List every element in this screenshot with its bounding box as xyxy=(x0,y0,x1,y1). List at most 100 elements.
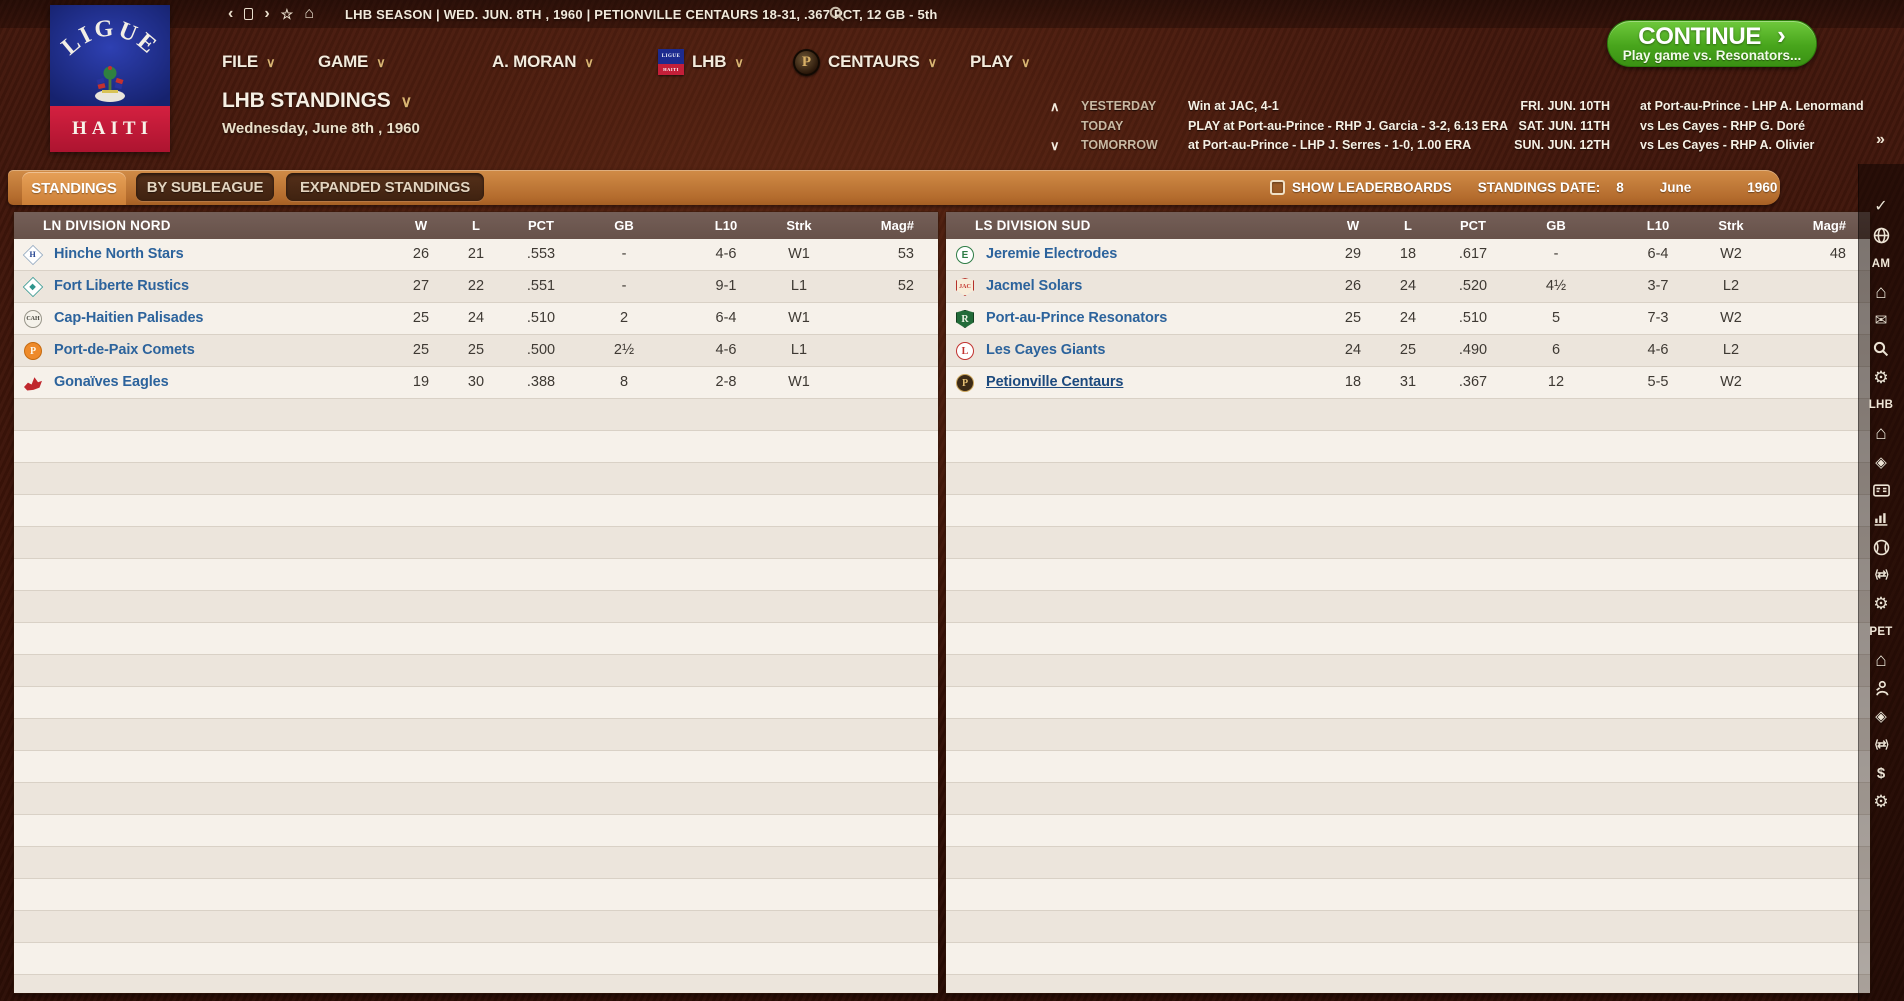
schedule-matchup-link[interactable]: vs Les Cayes - RHP A. Olivier xyxy=(1640,138,1815,152)
menu-item-centaurs[interactable]: P CENTAURS ∨ xyxy=(793,48,937,76)
team-row: CAH Cap-Haitien Palisades 25 24 .510 2 6-4 W1 xyxy=(14,303,938,335)
division-name: LN DIVISION NORD xyxy=(43,218,171,233)
column-header-w: W xyxy=(1346,218,1360,233)
window-icon[interactable] xyxy=(244,8,254,20)
menu-item-lhb[interactable]: LIGUE HAITI LHB ∨ xyxy=(658,48,744,76)
menu-item-play[interactable]: PLAY ∨ xyxy=(970,48,1031,76)
rail-baseball-icon[interactable] xyxy=(1858,535,1904,559)
stat-l: 24 xyxy=(1399,278,1417,294)
stat-gb: - xyxy=(621,278,627,294)
scroll-down-icon[interactable]: ∨ xyxy=(1050,138,1060,153)
team-link[interactable]: Port-de-Paix Comets xyxy=(54,342,195,358)
stat-pct: .367 xyxy=(1458,374,1488,390)
standings-panel-sud: LS DIVISION SUD W L PCT GB L10 Strk Mag# E Jeremi… xyxy=(946,212,1870,993)
team-row: L Les Cayes Giants 24 25 .490 6 4-6 L2 xyxy=(946,335,1870,367)
schedule-result-link[interactable]: at Port-au-Prince - LHP J. Serres - 1-0,… xyxy=(1188,138,1472,152)
stat-l: 25 xyxy=(1399,342,1417,358)
menu-item-label: A. MORAN xyxy=(492,52,577,71)
bookmark-star-icon[interactable]: ☆ xyxy=(280,6,294,22)
forward-icon[interactable]: › xyxy=(264,5,270,22)
month-select[interactable]: June xyxy=(1659,180,1692,195)
stat-l10: 2-8 xyxy=(715,374,737,390)
tab-expanded-standings[interactable]: EXPANDED STANDINGS xyxy=(286,173,484,201)
season-status-text: LHB SEASON | WED. JUN. 8TH , 1960 | PETI… xyxy=(345,7,938,22)
home-icon[interactable]: ⌂ xyxy=(304,5,314,22)
stat-strk: W2 xyxy=(1720,246,1742,262)
schedule-result-link[interactable]: Win at JAC, 4-1 xyxy=(1188,99,1279,113)
schedule-row: ∨ TOMORROW SUN. JUN. 12TH at Port-au-Prince… xyxy=(1048,136,1900,155)
rail-location-icon[interactable]: ◈ xyxy=(1875,707,1887,725)
rail-transactions-icon[interactable]: ⟨⇄⟩ xyxy=(1874,568,1889,581)
division-header: LN DIVISION NORD W L PCT GB L10 Strk Mag# xyxy=(14,212,938,239)
rail-search-icon[interactable] xyxy=(1858,337,1904,361)
stat-strk: L2 xyxy=(1722,278,1740,294)
schedule-result-link[interactable]: PLAY at Port-au-Prince - RHP J. Garcia -… xyxy=(1188,118,1509,133)
schedule-matchup-link[interactable]: at Port-au-Prince - LHP A. Lenormand xyxy=(1640,99,1864,113)
page-title-dropdown[interactable]: LHB STANDINGS ∨ xyxy=(222,89,412,113)
rail-section-label-pet: PET xyxy=(1869,626,1893,638)
stat-l10: 4-6 xyxy=(715,246,737,262)
rail-home-icon[interactable]: ⌂ xyxy=(1875,422,1887,444)
team-link[interactable]: Jeremie Electrodes xyxy=(986,246,1118,262)
team-link[interactable]: Hinche North Stars xyxy=(54,246,184,262)
team-link[interactable]: Fort Liberte Rustics xyxy=(54,278,189,294)
rail-dollar-icon[interactable]: $ xyxy=(1876,764,1886,782)
stat-pct: .388 xyxy=(526,374,556,390)
tab-by-subleague[interactable]: BY SUBLEAGUE xyxy=(136,173,274,201)
league-logo-top: LIGUE xyxy=(50,5,170,106)
schedule-row: ∧ YESTERDAY FRI. JUN. 10TH Win at JAC, 4-1 a… xyxy=(1048,97,1900,116)
stat-mag: 53 xyxy=(897,246,914,262)
menu-item-a-moran[interactable]: A. MORAN ∨ xyxy=(492,48,594,76)
stat-strk: L1 xyxy=(790,278,808,294)
continue-button[interactable]: CONTINUE › Play game vs. Resonators... xyxy=(1607,20,1817,67)
team-row: Gonaïves Eagles 19 30 .388 8 2-8 W1 xyxy=(14,367,938,399)
stat-l10: 9-1 xyxy=(715,278,737,294)
tab-standings[interactable]: STANDINGS xyxy=(22,172,126,205)
team-link[interactable]: Cap-Haitien Palisades xyxy=(54,310,204,326)
stat-strk: W1 xyxy=(788,310,810,326)
scroll-up-icon[interactable]: ∧ xyxy=(1050,99,1060,114)
schedule-matchup-link[interactable]: vs Les Cayes - RHP G. Doré xyxy=(1640,118,1806,133)
rail-gear-icon[interactable]: ⚙ xyxy=(1873,367,1889,387)
menu-item-label: GAME xyxy=(318,52,369,71)
top-bar: ‹ › ☆ ⌂ LHB SEASON | WED. JUN. 8TH , 196… xyxy=(0,0,1904,28)
rail-home-icon[interactable]: ⌂ xyxy=(1875,649,1887,671)
rail-globe-icon[interactable] xyxy=(1858,223,1904,247)
menu-item-label: LHB xyxy=(692,52,727,71)
rail-location-icon[interactable]: ◈ xyxy=(1875,453,1887,471)
team-logo-icon: P xyxy=(956,374,974,392)
search-icon[interactable] xyxy=(828,5,846,28)
team-link[interactable]: Les Cayes Giants xyxy=(986,342,1106,358)
rail-stats-icon[interactable] xyxy=(1858,506,1904,530)
team-link[interactable]: Gonaïves Eagles xyxy=(54,374,169,390)
schedule-strip: ∧ YESTERDAY FRI. JUN. 10TH Win at JAC, 4-1 a… xyxy=(1048,97,1900,157)
rail-gear-icon[interactable]: ⚙ xyxy=(1873,791,1889,811)
rail-section-label-lhb: LHB xyxy=(1868,399,1894,411)
stat-l: 25 xyxy=(467,342,485,358)
expand-schedule-icon[interactable]: » xyxy=(1876,131,1885,148)
standings-controls: SHOW LEADERBOARDS STANDINGS DATE: 8 June… xyxy=(1270,170,1777,205)
schedule-date: SAT. JUN. 11TH xyxy=(1518,118,1610,133)
rail-card-icon[interactable] xyxy=(1858,478,1904,502)
team-link[interactable]: Port-au-Prince Resonators xyxy=(986,310,1168,326)
rail-gear-icon[interactable]: ⚙ xyxy=(1873,593,1889,613)
rail-home-icon[interactable]: ⌂ xyxy=(1875,281,1887,303)
menu-item-game[interactable]: GAME ∨ xyxy=(318,48,386,76)
show-leaderboards-checkbox[interactable] xyxy=(1270,180,1285,195)
rail-mail-icon[interactable]: ✉ xyxy=(1874,311,1888,329)
rail-check-icon[interactable]: ✓ xyxy=(1874,198,1888,215)
day-select[interactable]: 8 xyxy=(1616,180,1624,195)
team-link[interactable]: Petionville Centaurs xyxy=(986,374,1124,390)
division-name: LS DIVISION SUD xyxy=(975,218,1091,233)
menu-item-file[interactable]: FILE ∨ xyxy=(222,48,276,76)
rail-transactions-icon[interactable]: ⟨⇄⟩ xyxy=(1874,738,1889,751)
back-icon[interactable]: ‹ xyxy=(228,5,234,22)
chevron-down-icon: ∨ xyxy=(400,94,413,111)
year-select[interactable]: 1960 xyxy=(1747,180,1778,195)
schedule-date: FRI. JUN. 10TH xyxy=(1520,99,1610,113)
rail-personnel-icon[interactable] xyxy=(1858,676,1904,700)
stat-strk: L1 xyxy=(790,342,808,358)
stat-l: 22 xyxy=(467,278,485,294)
schedule-day-label: TODAY xyxy=(1081,118,1124,133)
team-link[interactable]: Jacmel Solars xyxy=(986,278,1083,294)
